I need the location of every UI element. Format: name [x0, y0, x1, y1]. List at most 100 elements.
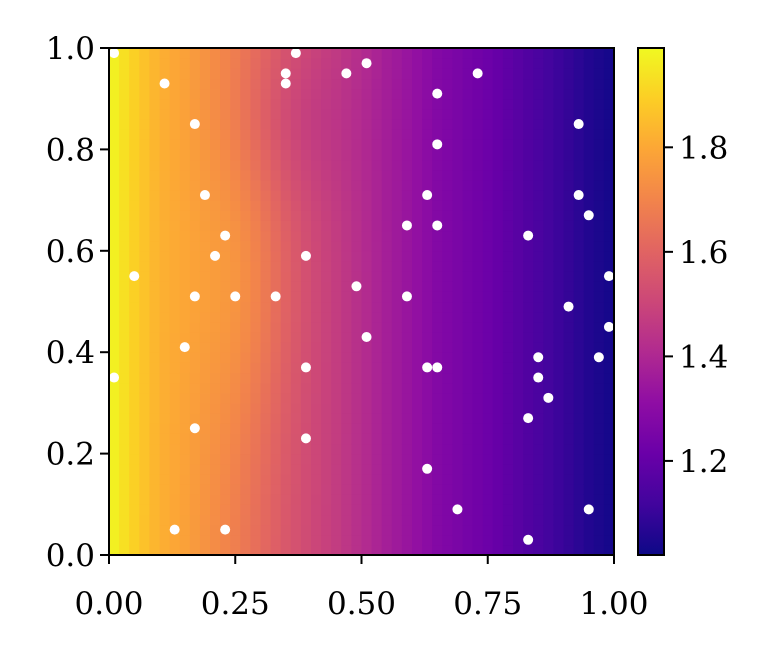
heatmap-cell [341, 311, 352, 323]
heatmap-cell [260, 463, 272, 475]
heatmap-cell [199, 129, 211, 140]
heatmap-cell [553, 68, 565, 80]
heatmap-cell [321, 433, 332, 445]
heatmap-cell [442, 423, 453, 434]
heatmap-cell [220, 453, 231, 465]
heatmap-cell [492, 200, 504, 211]
heatmap-cell [482, 68, 494, 80]
heatmap-cell [523, 331, 534, 343]
heatmap-cell [119, 423, 130, 434]
heatmap-cell [523, 129, 534, 140]
heatmap-cell [321, 331, 332, 343]
heatmap-cell [341, 473, 352, 485]
heatmap-cell [290, 78, 302, 90]
heatmap-cell [210, 443, 221, 455]
heatmap-cell [149, 382, 161, 394]
heatmap-cell [502, 342, 514, 353]
heatmap-cell [240, 321, 251, 333]
heatmap-cell [492, 504, 504, 516]
heatmap-cell [270, 311, 282, 323]
heatmap-cell [391, 484, 403, 495]
heatmap-cell [482, 118, 494, 130]
heatmap-cell [523, 68, 534, 80]
heatmap-cell [371, 463, 383, 475]
heatmap-cell [381, 504, 393, 516]
heatmap-cell [139, 68, 150, 80]
heatmap-cell [583, 473, 595, 485]
heatmap-cell [391, 118, 403, 130]
heatmap-cell [199, 48, 211, 59]
heatmap-cell [492, 220, 504, 232]
scatter-point [573, 190, 584, 201]
heatmap-cell [321, 240, 332, 252]
heatmap-cell [129, 362, 140, 374]
heatmap-cell [341, 271, 352, 282]
heatmap-cell [149, 291, 161, 303]
heatmap-cell [412, 423, 423, 434]
heatmap-cell [381, 250, 393, 262]
heatmap-cell [563, 58, 575, 69]
heatmap-cell [361, 494, 373, 505]
heatmap-cell [593, 159, 605, 171]
heatmap-cell [311, 331, 322, 343]
heatmap-cell [492, 372, 504, 384]
heatmap-cell [250, 88, 262, 100]
heatmap-cell [472, 108, 484, 120]
heatmap-cell [432, 382, 443, 394]
heatmap-cell [371, 281, 383, 292]
heatmap-cell [189, 392, 201, 404]
heatmap-cell [341, 352, 352, 363]
heatmap-cell [603, 423, 615, 434]
heatmap-cell [543, 443, 554, 455]
heatmap-cell [462, 443, 474, 455]
heatmap-cell [492, 423, 504, 434]
heatmap-cell [109, 149, 120, 161]
heatmap-cell [189, 200, 201, 211]
heatmap-cell [543, 159, 554, 171]
heatmap-cell [412, 88, 423, 100]
heatmap-cell [513, 159, 524, 171]
heatmap-cell [260, 118, 272, 130]
heatmap-cell [331, 463, 342, 475]
heatmap-cell [563, 200, 575, 211]
scatter-point [189, 119, 200, 130]
heatmap-cell [159, 271, 171, 282]
heatmap-cell [553, 494, 565, 505]
heatmap-cell [270, 210, 282, 221]
heatmap-cell [270, 413, 282, 424]
heatmap-cell [119, 413, 130, 424]
heatmap-cell [240, 58, 251, 69]
heatmap-cell [250, 514, 262, 526]
heatmap-cell [169, 200, 181, 211]
heatmap-cell [351, 524, 363, 536]
heatmap-cell [169, 291, 181, 303]
heatmap-cell [361, 463, 373, 475]
heatmap-cell [432, 443, 443, 455]
heatmap-cell [432, 250, 443, 262]
heatmap-cell [169, 159, 181, 171]
colorbar-tick-label: 1.8 [679, 130, 728, 166]
heatmap-cell [321, 98, 332, 110]
heatmap-cell [543, 169, 554, 181]
heatmap-cell [341, 402, 352, 414]
scatter-point [452, 504, 463, 515]
heatmap-cell [593, 453, 605, 465]
heatmap-cell [331, 159, 342, 171]
heatmap-cell [210, 494, 221, 505]
heatmap-cell [139, 88, 150, 100]
heatmap-cell [270, 301, 282, 313]
heatmap-cell [381, 402, 393, 414]
heatmap-cell [553, 240, 565, 252]
heatmap-cell [220, 423, 231, 434]
heatmap-cell [442, 382, 453, 394]
heatmap-cell [543, 504, 554, 516]
heatmap-cell [129, 88, 140, 100]
heatmap-cell [593, 78, 605, 90]
heatmap-cell [381, 159, 393, 171]
heatmap-cell [311, 210, 322, 221]
heatmap-cell [513, 342, 524, 353]
heatmap-cell [311, 504, 322, 516]
heatmap-cell [230, 402, 241, 414]
heatmap-cell [280, 210, 292, 221]
heatmap-cell [139, 443, 150, 455]
